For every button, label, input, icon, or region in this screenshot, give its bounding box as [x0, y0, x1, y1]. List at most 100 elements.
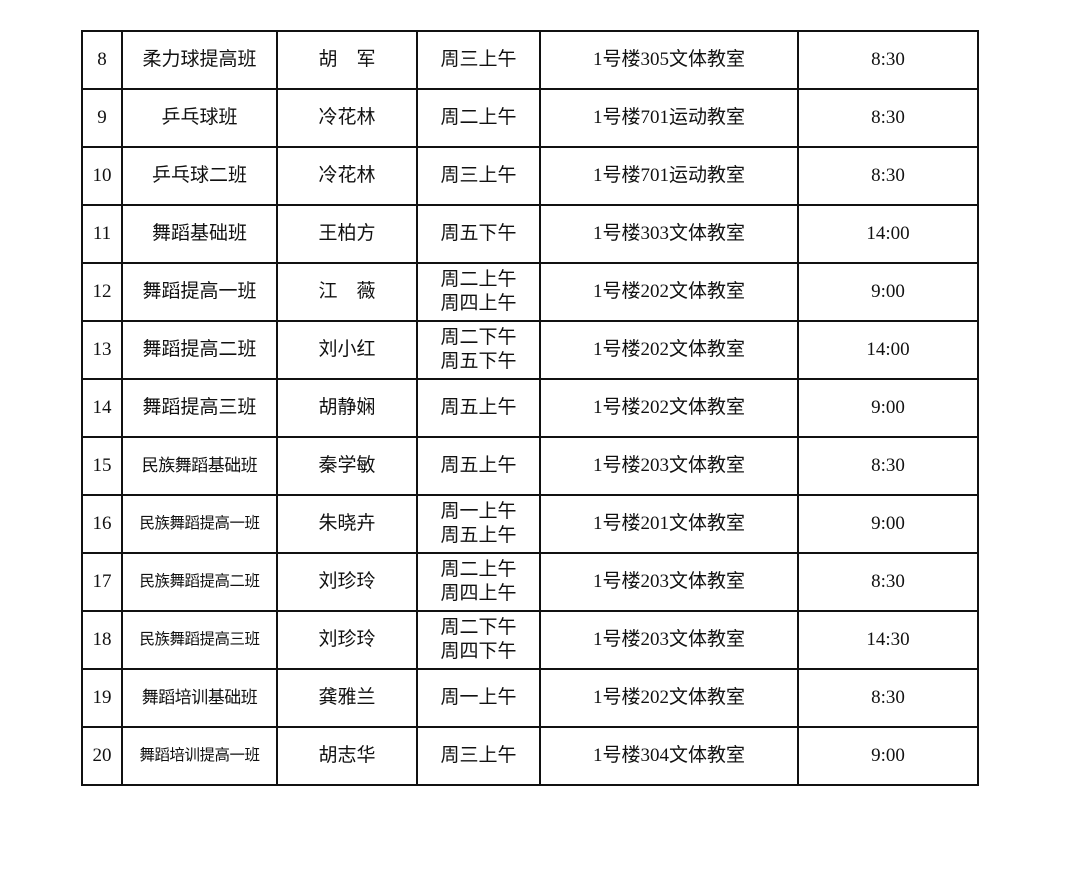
teacher-name: 胡静娴: [276, 378, 418, 438]
start-time: 9:00: [797, 378, 979, 438]
class-time: 周三上午: [416, 30, 541, 90]
course-name: 舞蹈提高二班: [121, 320, 278, 380]
row-number: 10: [81, 146, 123, 206]
start-time: 9:00: [797, 494, 979, 554]
table-row: 9 乒乓球班 冷花林 周二上午 1号楼701运动教室 8:30: [81, 88, 979, 148]
teacher-name: 刘珍玲: [276, 552, 418, 612]
class-time-line: 周二上午: [440, 107, 517, 128]
start-time: 8:30: [797, 436, 979, 496]
start-time: 8:30: [797, 88, 979, 148]
class-time-line: 周三上午: [440, 49, 517, 70]
course-name: 民族舞蹈提高三班: [121, 610, 278, 670]
class-time-line: 周四下午: [440, 641, 517, 662]
class-time: 周一上午: [416, 668, 541, 728]
start-time: 8:30: [797, 552, 979, 612]
course-name: 乒乓球班: [121, 88, 278, 148]
table-body: 8 柔力球提高班胡 军周三上午 1号楼305文体教室 8:30 9 乒乓球班 冷花林 周二上午…: [81, 30, 979, 786]
course-name: 舞蹈提高一班: [121, 262, 278, 322]
table-row: 18 民族舞蹈提高三班 刘珍玲 周二下午 周四下午 1号楼203文体教室 14:30: [81, 610, 979, 670]
class-time-line: 周二上午: [440, 269, 517, 290]
course-name: 舞蹈基础班: [121, 204, 278, 264]
table-row: 19 舞蹈培训基础班 龚雅兰 周一上午 1号楼202文体教室 8:30: [81, 668, 979, 728]
class-time: 周五上午: [416, 436, 541, 496]
row-number: 8: [81, 30, 123, 90]
class-time-line: 周三上午: [440, 745, 517, 766]
teacher-name: 胡 军: [276, 30, 418, 90]
course-name: 民族舞蹈基础班: [121, 436, 278, 496]
class-time-line: 周五上午: [440, 455, 517, 476]
course-name: 民族舞蹈提高二班: [121, 552, 278, 612]
row-number: 15: [81, 436, 123, 496]
row-number: 13: [81, 320, 123, 380]
class-time: 周三上午: [416, 726, 541, 786]
classroom: 1号楼203文体教室: [539, 436, 799, 496]
class-time-line: 周二下午: [440, 617, 517, 638]
table-row: 16 民族舞蹈提高一班 朱晓卉 周一上午 周五上午 1号楼201文体教室 9:00: [81, 494, 979, 554]
start-time: 8:30: [797, 668, 979, 728]
classroom: 1号楼202文体教室: [539, 320, 799, 380]
class-time-line: 周五下午: [440, 223, 517, 244]
classroom: 1号楼701运动教室: [539, 88, 799, 148]
class-time: 周二下午 周四下午: [416, 610, 541, 670]
start-time: 9:00: [797, 726, 979, 786]
start-time: 14:00: [797, 204, 979, 264]
row-number: 12: [81, 262, 123, 322]
class-time-line: 周四上午: [440, 583, 517, 604]
teacher-name: 冷花林: [276, 146, 418, 206]
class-time: 周二上午: [416, 88, 541, 148]
class-time-line: 周五上午: [440, 525, 517, 546]
table-row: 13 舞蹈提高二班 刘小红 周二下午 周五下午 1号楼202文体教室 14:00: [81, 320, 979, 380]
teacher-name: 江 薇: [276, 262, 418, 322]
row-number: 16: [81, 494, 123, 554]
row-number: 11: [81, 204, 123, 264]
class-time: 周一上午 周五上午: [416, 494, 541, 554]
table-row: 17 民族舞蹈提高二班 刘珍玲 周二上午 周四上午 1号楼203文体教室 8:30: [81, 552, 979, 612]
class-time: 周二下午 周五下午: [416, 320, 541, 380]
classroom: 1号楼304文体教室: [539, 726, 799, 786]
teacher-name: 胡志华: [276, 726, 418, 786]
course-name: 舞蹈培训提高一班: [121, 726, 278, 786]
classroom: 1号楼203文体教室: [539, 610, 799, 670]
classroom: 1号楼202文体教室: [539, 378, 799, 438]
row-number: 9: [81, 88, 123, 148]
table-row: 12 舞蹈提高一班江 薇周二上午 周四上午 1号楼202文体教室 9:00: [81, 262, 979, 322]
course-name: 乒乓球二班: [121, 146, 278, 206]
table-row: 8 柔力球提高班胡 军 周三上午 1号楼305文体教室 8:30: [81, 30, 979, 90]
class-time-line: 周二上午: [440, 559, 517, 580]
row-number: 20: [81, 726, 123, 786]
start-time: 14:30: [797, 610, 979, 670]
class-time: 周三上午: [416, 146, 541, 206]
classroom: 1号楼202文体教室: [539, 668, 799, 728]
teacher-name: 王柏方: [276, 204, 418, 264]
classroom: 1号楼202文体教室: [539, 262, 799, 322]
teacher-name: 秦学敏: [276, 436, 418, 496]
table-row: 14 舞蹈提高三班 胡静娴 周五上午 1号楼202文体教室 9:00: [81, 378, 979, 438]
class-schedule-table: 8 柔力球提高班胡 军周三上午 1号楼305文体教室 8:30 9 乒乓球班 冷花林 周二上午…: [81, 30, 979, 786]
classroom: 1号楼203文体教室: [539, 552, 799, 612]
classroom: 1号楼305文体教室: [539, 30, 799, 90]
start-time: 8:30: [797, 146, 979, 206]
teacher-name: 朱晓卉: [276, 494, 418, 554]
row-number: 19: [81, 668, 123, 728]
table-row: 15 民族舞蹈基础班 秦学敏 周五上午 1号楼203文体教室 8:30: [81, 436, 979, 496]
course-name: 民族舞蹈提高一班: [121, 494, 278, 554]
class-time-line: 周一上午: [440, 687, 517, 708]
start-time: 14:00: [797, 320, 979, 380]
table-row: 11 舞蹈基础班 王柏方 周五下午 1号楼303文体教室 14:00: [81, 204, 979, 264]
row-number: 14: [81, 378, 123, 438]
table-row: 20 舞蹈培训提高一班 胡志华 周三上午 1号楼304文体教室 9:00: [81, 726, 979, 786]
class-time-line: 周三上午: [440, 165, 517, 186]
class-time-line: 周四上午: [440, 293, 517, 314]
start-time: 8:30: [797, 30, 979, 90]
teacher-name: 刘小红: [276, 320, 418, 380]
row-number: 17: [81, 552, 123, 612]
class-time: 周五下午: [416, 204, 541, 264]
table-row: 10 乒乓球二班 冷花林 周三上午 1号楼701运动教室 8:30: [81, 146, 979, 206]
course-name: 柔力球提高班: [121, 30, 278, 90]
classroom: 1号楼303文体教室: [539, 204, 799, 264]
teacher-name: 刘珍玲: [276, 610, 418, 670]
teacher-name: 龚雅兰: [276, 668, 418, 728]
course-name: 舞蹈培训基础班: [121, 668, 278, 728]
classroom: 1号楼201文体教室: [539, 494, 799, 554]
class-time: 周二上午 周四上午: [416, 552, 541, 612]
